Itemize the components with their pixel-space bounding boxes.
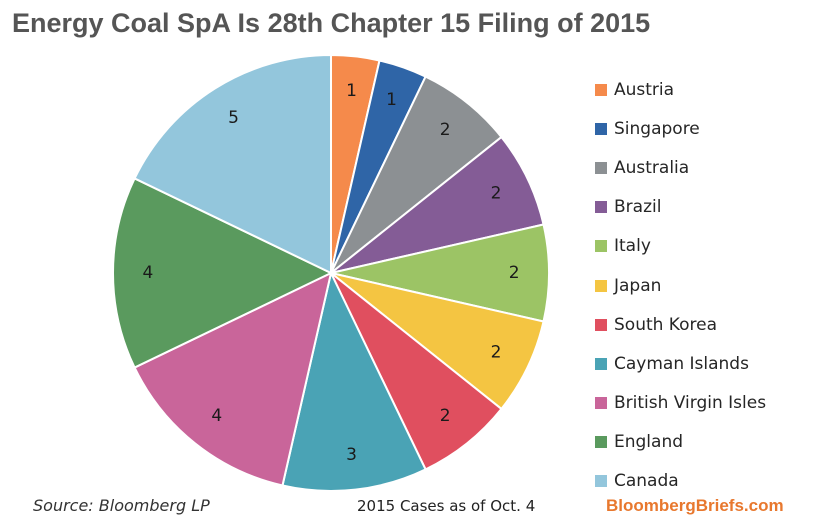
legend-item-brazil: Brazil (595, 188, 766, 227)
chart-legend: Austria Singapore Australia Brazil Italy Japa… (595, 70, 766, 501)
legend-label: Australia (614, 157, 690, 178)
data-label-italy: 2 (509, 263, 520, 283)
legend-swatch (595, 240, 607, 253)
legend-swatch (595, 357, 607, 370)
legend-swatch (595, 475, 607, 488)
data-label-austria: 1 (346, 81, 357, 101)
legend-item-italy: Italy (595, 227, 766, 266)
legend-item-england: England (595, 423, 766, 462)
data-label-singapore: 1 (386, 90, 397, 110)
data-label-south-korea: 2 (440, 406, 451, 426)
data-label-brazil: 2 (491, 184, 502, 204)
data-label-canada: 5 (228, 108, 239, 128)
legend-swatch (595, 201, 607, 214)
chart-title: Energy Coal SpA Is 28th Chapter 15 Filin… (12, 8, 651, 38)
brand-logo-text: BloombergBriefs.com (606, 496, 784, 515)
legend-label: South Korea (614, 314, 718, 335)
legend-label: Brazil (614, 197, 662, 218)
legend-swatch (595, 83, 607, 96)
data-label-australia: 2 (440, 120, 451, 140)
pie-slice-cayman-islands (281, 269, 427, 492)
cases-note: 2015 Cases as of Oct. 4 (357, 497, 536, 515)
legend-swatch (595, 436, 607, 449)
legend-label: Austria (614, 79, 675, 100)
pie-slice-canada (133, 53, 332, 275)
legend-item-australia: Australia (595, 148, 766, 187)
legend-label: England (614, 432, 684, 453)
legend-label: Cayman Islands (614, 353, 749, 374)
data-label-england: 4 (142, 263, 153, 283)
legend-item-singapore: Singapore (595, 109, 766, 148)
source-note: Source: Bloomberg LP (33, 496, 210, 515)
legend-swatch (595, 318, 607, 331)
data-label-cayman-islands: 3 (346, 445, 357, 465)
legend-item-british-virgin-isles: British Virgin Isles (595, 384, 766, 423)
legend-label: Singapore (614, 118, 700, 139)
pie-slices (112, 53, 550, 492)
legend-label: Canada (614, 471, 679, 492)
pie-slice-british-virgin-isles (133, 271, 333, 487)
legend-item-cayman-islands: Cayman Islands (595, 344, 766, 383)
legend-swatch (595, 161, 607, 174)
legend-item-austria: Austria (595, 70, 766, 109)
pie-slice-england (112, 177, 334, 369)
legend-label: British Virgin Isles (614, 393, 767, 414)
legend-item-south-korea: South Korea (595, 305, 766, 344)
legend-label: Italy (614, 236, 651, 257)
legend-swatch (595, 279, 607, 292)
legend-label: Japan (614, 275, 662, 296)
legend-item-japan: Japan (595, 266, 766, 305)
data-label-japan: 2 (491, 342, 502, 362)
pie-data-labels: 1 1 2 2 2 2 2 3 4 4 5 (142, 81, 519, 465)
legend-swatch (595, 397, 607, 410)
legend-item-canada: Canada (595, 462, 766, 501)
legend-swatch (595, 122, 607, 135)
data-label-british-virgin-isles: 4 (211, 406, 222, 426)
